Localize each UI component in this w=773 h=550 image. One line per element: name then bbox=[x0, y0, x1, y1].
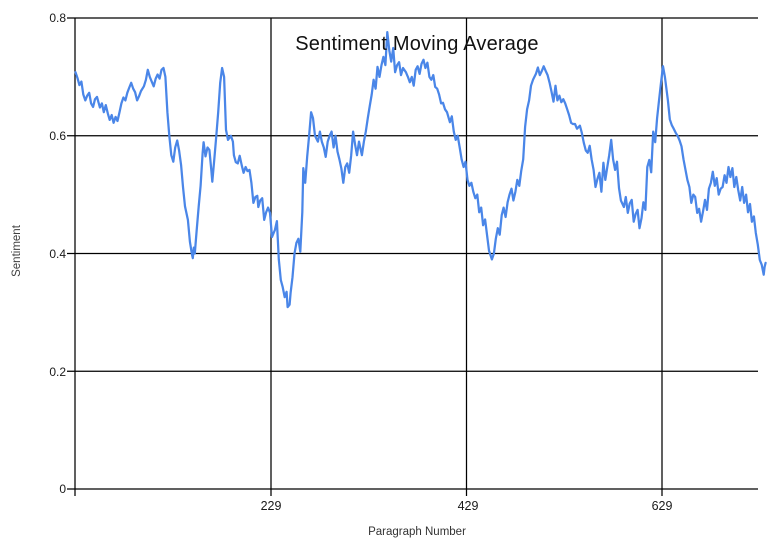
x-axis-title: Paragraph Number bbox=[368, 526, 466, 538]
y-tick-label-0.6: 0.6 bbox=[49, 129, 66, 143]
x-tick-label-429: 429 bbox=[457, 499, 479, 513]
y-tick-label-0: 0 bbox=[59, 482, 66, 496]
x-tick-label-629: 629 bbox=[651, 499, 673, 513]
sentiment-line-series bbox=[74, 30, 767, 309]
y-tick-label-0.8: 0.8 bbox=[49, 11, 66, 25]
x-tick-label-229: 229 bbox=[260, 499, 282, 513]
y-tick-label-0.4: 0.4 bbox=[49, 247, 66, 261]
chart-title: Sentiment Moving Average bbox=[295, 33, 539, 55]
y-tick-label-0.2: 0.2 bbox=[49, 365, 66, 379]
